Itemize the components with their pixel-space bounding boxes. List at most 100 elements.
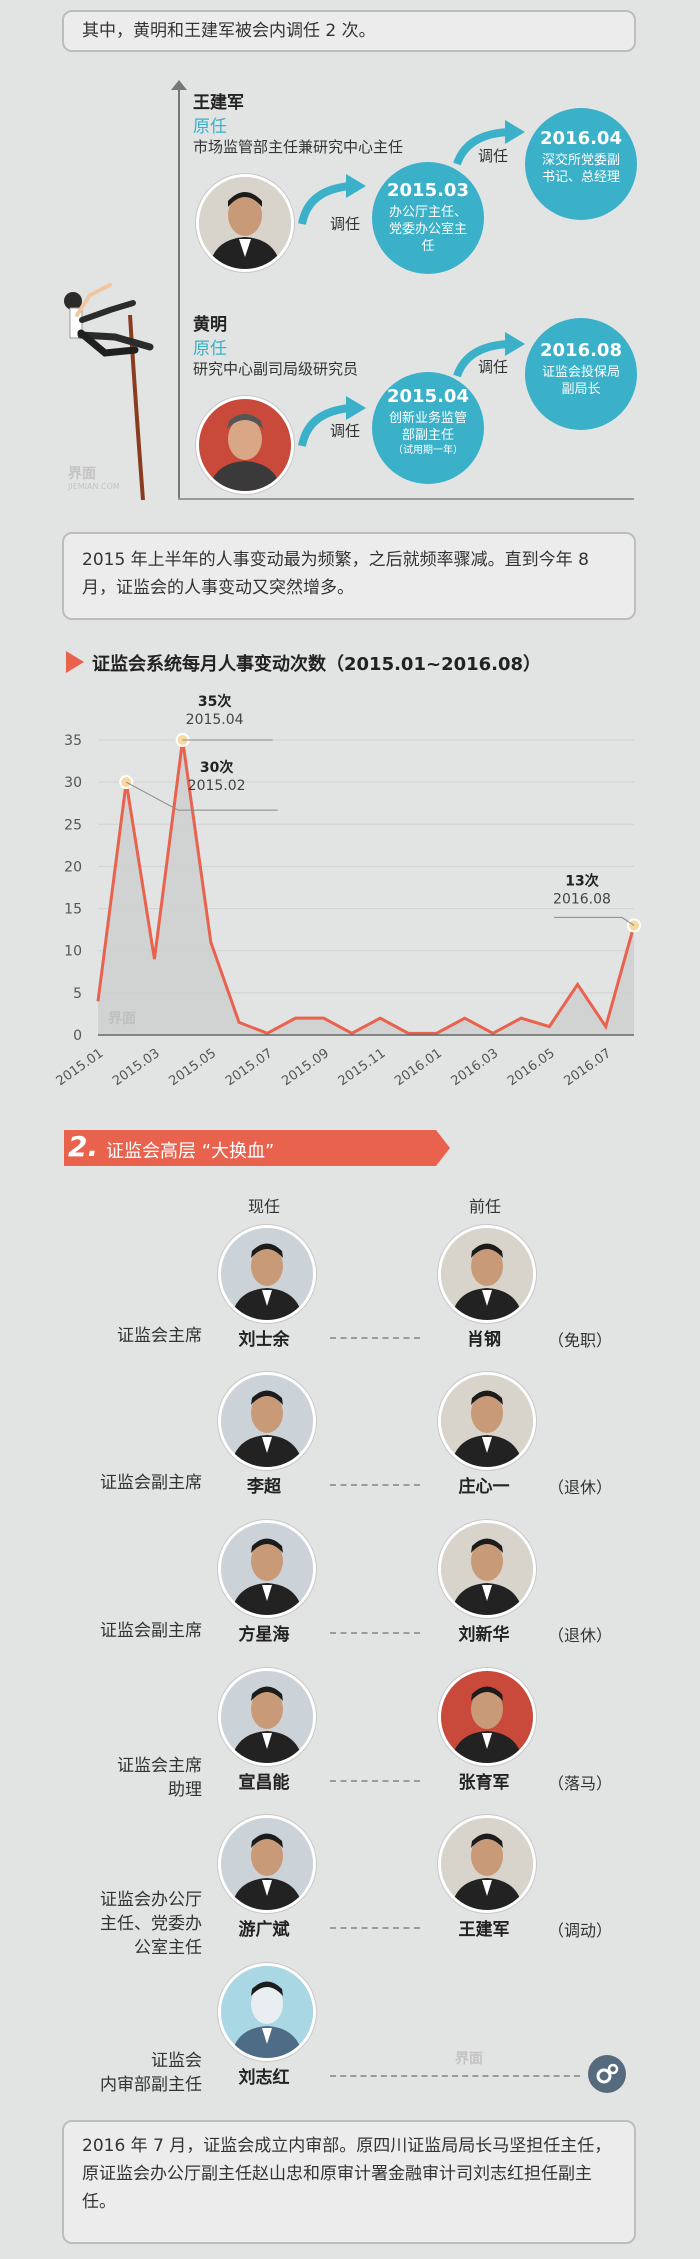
col-header-current: 现任 xyxy=(248,1197,281,1216)
transfer-name-2: 黄明 xyxy=(193,315,227,335)
transfer-step-2a: 2015.04 创新业务监管部副主任 （试用期一年） xyxy=(372,372,484,484)
departure-note: （退休） xyxy=(548,1478,613,1497)
annotation-value: 13次 xyxy=(565,872,598,889)
departure-note: （退休） xyxy=(548,1626,613,1645)
portrait-current xyxy=(218,1520,316,1618)
arrow-icon-1a xyxy=(298,174,366,225)
arrow-icon-2a xyxy=(298,396,366,447)
portrait-current xyxy=(218,1372,316,1470)
x-tick-label: 2016.05 xyxy=(505,1046,558,1089)
intro-box: 其中，黄明和王建军被会内调任 2 次。 xyxy=(62,10,636,52)
connector-line xyxy=(330,1337,420,1339)
data-point-marker xyxy=(627,918,641,933)
transfer-action-1b: 调任 xyxy=(478,147,509,165)
transfer-action-2a: 调任 xyxy=(330,422,361,440)
arrow-icon-1b xyxy=(453,120,525,166)
former-official-name: 庄心一 xyxy=(458,1477,510,1497)
portrait-former xyxy=(438,1668,536,1766)
bottom-box: 2016 年 7 月，证监会成立内审部。原四川证监局局长马坚担任主任，原证监会办… xyxy=(62,2120,636,2244)
departure-note: （调动） xyxy=(548,1921,613,1940)
chart-title: 证监会系统每月人事变动次数（2015.01~2016.08） xyxy=(92,654,542,675)
x-tick-label: 2015.01 xyxy=(54,1046,107,1089)
portrait-former xyxy=(438,1225,536,1323)
x-tick-label: 2015.11 xyxy=(336,1046,389,1089)
connector-line xyxy=(330,1780,420,1782)
chart-title-marker-icon xyxy=(66,651,84,673)
portrait-current xyxy=(218,1225,316,1323)
x-tick-label: 2016.03 xyxy=(449,1046,502,1089)
y-tick-label: 30 xyxy=(64,775,82,791)
annotation-date: 2015.04 xyxy=(186,712,244,728)
current-official-name: 方星海 xyxy=(238,1625,290,1645)
portrait-former xyxy=(438,1372,536,1470)
gear-icon xyxy=(588,2055,626,2093)
portrait-current xyxy=(218,1815,316,1913)
portrait-huang-ming xyxy=(196,396,294,494)
x-tick-label: 2015.07 xyxy=(223,1046,276,1089)
annotation-date: 2016.08 xyxy=(553,891,611,907)
arrow-icon-2b xyxy=(453,332,525,378)
pole-vaulter-icon xyxy=(64,283,154,500)
transfer-orig-label-2: 原任 xyxy=(193,339,227,359)
series-line xyxy=(96,739,636,1036)
connector-line xyxy=(330,1927,420,1929)
portrait-current xyxy=(218,1963,316,2061)
section2-banner xyxy=(64,1130,450,1166)
y-tick-label: 25 xyxy=(64,817,82,833)
annotation-value: 35次 xyxy=(198,693,231,710)
connector-line xyxy=(330,1484,420,1486)
portrait-current xyxy=(218,1668,316,1766)
former-official-name: 张育军 xyxy=(458,1773,510,1793)
y-tick-label: 15 xyxy=(64,902,82,918)
transfer-name-1: 王建军 xyxy=(193,93,244,113)
position-label: 证监会办公厅 主任、党委办 公室主任 xyxy=(100,1890,202,1958)
annotation-date: 2015.02 xyxy=(188,778,246,794)
section2-title: 证监会高层 “大换血” xyxy=(106,1141,275,1162)
y-tick-label: 20 xyxy=(64,859,82,875)
current-official-name: 游广斌 xyxy=(238,1920,290,1940)
axis-arrow-icon xyxy=(171,80,187,90)
transfer-action-1a: 调任 xyxy=(330,215,361,233)
departure-note: （落马） xyxy=(548,1774,613,1793)
former-official-name: 刘新华 xyxy=(458,1625,510,1645)
transfer-orig-label-1: 原任 xyxy=(193,117,227,137)
position-label: 证监会副主席 xyxy=(100,1621,202,1641)
annotation-value: 30次 xyxy=(200,759,233,776)
position-label: 证监会 内审部副主任 xyxy=(100,2051,202,2095)
x-tick-label: 2015.09 xyxy=(279,1046,332,1089)
x-tick-label: 2015.03 xyxy=(110,1046,163,1089)
x-tick-label: 2016.07 xyxy=(561,1046,614,1089)
timeline-axis-horizontal xyxy=(178,498,634,500)
portrait-wang-jianjun xyxy=(196,174,294,272)
annotation-leader xyxy=(554,916,635,926)
current-official-name: 宣昌能 xyxy=(238,1773,290,1793)
y-tick-label: 0 xyxy=(73,1028,82,1044)
summary-box: 2015 年上半年的人事变动最为频繁，之后就频率骤减。直到今年 8 月，证监会的… xyxy=(62,532,636,620)
position-label: 证监会副主席 xyxy=(100,1473,202,1493)
y-tick-label: 5 xyxy=(73,986,82,1002)
watermark-logo-2: 界面 xyxy=(455,2051,483,2067)
watermark-sub: JIEMIAN.COM xyxy=(68,482,120,491)
connector-line xyxy=(330,1632,420,1634)
former-official-name: 王建军 xyxy=(458,1920,510,1940)
col-header-former: 前任 xyxy=(469,1197,502,1216)
transfer-step-1a: 2015.03 办公厅主任、党委办公室主任 xyxy=(372,162,484,274)
annotation-leader xyxy=(125,781,278,811)
section2-number: 2. xyxy=(68,1130,99,1163)
departure-note: （免职） xyxy=(548,1331,613,1350)
timeline-axis-vertical xyxy=(178,85,180,500)
series-area xyxy=(98,740,634,1035)
current-official-name: 李超 xyxy=(247,1477,281,1497)
position-label: 证监会主席 助理 xyxy=(117,1756,202,1800)
y-tick-label: 35 xyxy=(64,733,82,749)
transfer-step-2b: 2016.08 证监会投保局副局长 xyxy=(525,318,637,430)
connector-line xyxy=(330,2075,580,2077)
transfer-orig-title-1: 市场监管部主任兼研究中心主任 xyxy=(193,138,404,156)
portrait-former xyxy=(438,1520,536,1618)
current-official-name: 刘士余 xyxy=(238,1330,290,1350)
x-tick-label: 2016.01 xyxy=(392,1046,445,1089)
y-tick-label: 10 xyxy=(64,944,82,960)
current-official-name: 刘志红 xyxy=(238,2068,290,2088)
transfer-action-2b: 调任 xyxy=(478,358,509,376)
